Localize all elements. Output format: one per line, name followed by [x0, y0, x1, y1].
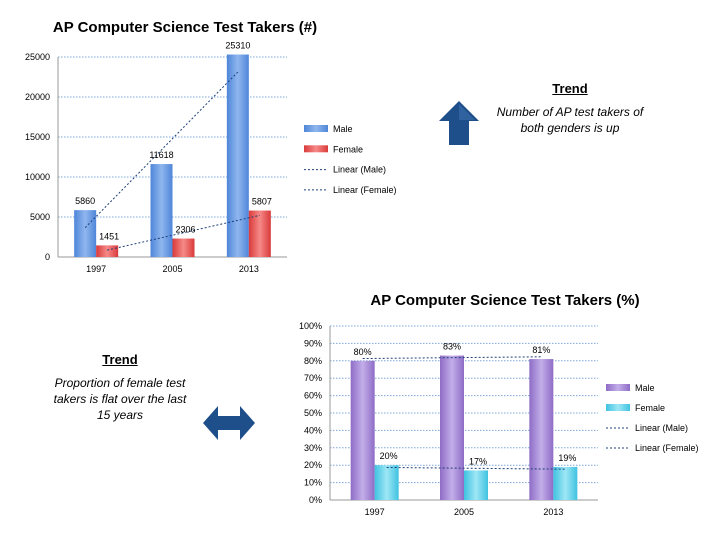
legend-swatch — [304, 145, 328, 153]
data-label: 80% — [354, 347, 372, 357]
legend-swatch — [304, 125, 328, 132]
trend-text-line: takers is flat over the last — [53, 392, 187, 406]
data-label: 5807 — [252, 197, 272, 207]
x-tick-label: 2005 — [162, 264, 182, 274]
trendline-0 — [362, 356, 542, 360]
legend-swatch — [606, 384, 630, 391]
y-tick-label: 15000 — [25, 132, 50, 142]
trend-top-annotation: Trend Number of AP test takers of both g… — [480, 81, 660, 136]
y-tick-label: 5000 — [30, 212, 50, 222]
x-tick-label: 2005 — [454, 507, 474, 517]
trend-bottom-annotation: Trend Proportion of female test takers i… — [30, 352, 210, 423]
x-tick-label: 1997 — [365, 507, 385, 517]
bar-female-1997 — [96, 245, 119, 257]
x-tick-label: 2013 — [543, 507, 563, 517]
data-label: 25310 — [225, 41, 250, 51]
trend-text-line: both genders is up — [520, 121, 620, 135]
legend-entry: Linear (Female) — [635, 443, 699, 453]
y-tick-label: 60% — [304, 391, 322, 401]
data-label: 5860 — [75, 196, 95, 206]
legend-entry: Female — [635, 403, 665, 413]
y-tick-label: 10% — [304, 478, 322, 488]
chart-title: AP Computer Science Test Takers (%) — [370, 292, 639, 309]
x-tick-label: 2013 — [239, 264, 259, 274]
chart-title: AP Computer Science Test Takers (#) — [53, 19, 317, 36]
data-label: 83% — [443, 342, 461, 352]
trend-text-line: 15 years — [96, 408, 144, 422]
y-tick-label: 0% — [309, 495, 322, 505]
y-tick-label: 70% — [304, 373, 322, 383]
y-tick-label: 0 — [45, 252, 50, 262]
data-label: 20% — [380, 451, 398, 461]
bar-male-2005 — [150, 164, 173, 257]
bar-male-1997 — [74, 210, 97, 257]
bar-female-2013 — [553, 466, 578, 500]
legend-entry: Male — [635, 383, 655, 393]
bar-male-1997 — [350, 360, 375, 500]
y-tick-label: 25000 — [25, 52, 50, 62]
bar-female-2005 — [464, 470, 488, 500]
trend-text-line: Number of AP test takers of — [496, 105, 644, 119]
y-tick-label: 80% — [304, 356, 322, 366]
trend-text-line: Proportion of female test — [54, 376, 186, 390]
legend-swatch — [606, 404, 630, 411]
bar-female-1997 — [374, 465, 399, 500]
trendline-1 — [386, 466, 566, 470]
data-label: 81% — [532, 345, 550, 355]
bar-male-2013 — [529, 359, 554, 500]
legend-entry: Linear (Male) — [333, 165, 386, 175]
legend-entry: Female — [333, 144, 363, 154]
chart-test-takers-count: AP Computer Science Test Takers (#) 0 500… — [25, 19, 397, 274]
y-tick-label: 40% — [304, 425, 322, 435]
y-tick-label: 90% — [304, 338, 322, 348]
trendline-0 — [84, 71, 239, 228]
left-right-arrow-icon — [203, 406, 255, 440]
y-tick-label: 10000 — [25, 172, 50, 182]
trend-heading: Trend — [102, 352, 138, 367]
y-tick-label: 50% — [304, 408, 322, 418]
bar-male-2013 — [226, 54, 249, 257]
x-tick-label: 1997 — [86, 264, 106, 274]
y-tick-label: 20000 — [25, 92, 50, 102]
legend-entry: Linear (Male) — [635, 423, 688, 433]
data-label: 2306 — [175, 225, 195, 235]
y-tick-label: 20% — [304, 460, 322, 470]
y-tick-label: 30% — [304, 443, 322, 453]
y-tick-label: 100% — [299, 321, 322, 331]
data-label: 11618 — [149, 150, 173, 160]
data-label: 17% — [469, 456, 487, 466]
up-arrow-icon — [439, 101, 479, 145]
bar-female-2013 — [248, 210, 271, 257]
legend-entry: Male — [333, 124, 353, 134]
bar-male-2005 — [440, 355, 464, 500]
data-label: 19% — [558, 453, 576, 463]
data-label: 1451 — [99, 231, 119, 241]
trend-heading: Trend — [552, 81, 588, 96]
bar-female-2005 — [172, 238, 195, 257]
legend-entry: Linear (Female) — [333, 185, 397, 195]
